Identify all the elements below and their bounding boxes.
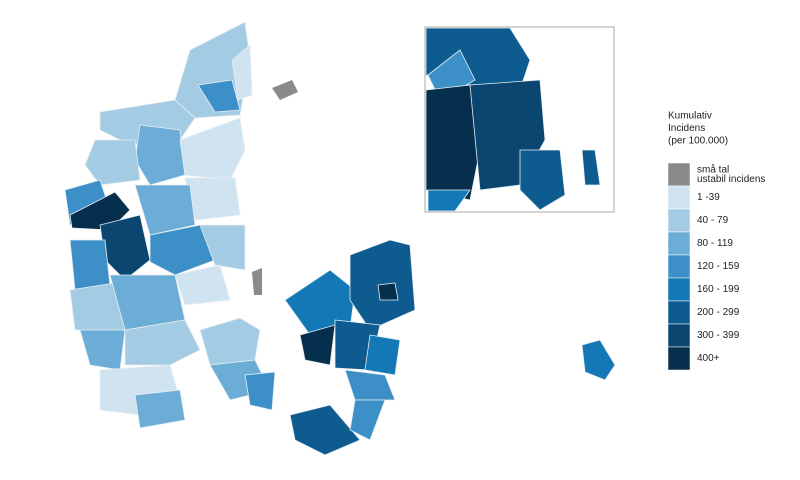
region xyxy=(299,324,336,366)
legend-label: 80 - 119 xyxy=(697,238,733,249)
bornholm xyxy=(581,339,616,381)
region xyxy=(289,404,361,456)
legend-label: 120 - 159 xyxy=(697,261,740,272)
legend-swatch xyxy=(667,254,691,279)
legend-swatch xyxy=(667,208,691,233)
region xyxy=(349,399,386,441)
funen xyxy=(199,317,276,411)
legend-swatch xyxy=(667,231,691,256)
legend-title: Kumulativ xyxy=(668,111,712,122)
region xyxy=(284,269,356,336)
zealand xyxy=(284,239,416,456)
region xyxy=(519,149,566,211)
legend-swatch xyxy=(667,300,691,325)
region-small xyxy=(252,268,262,295)
region xyxy=(581,149,601,186)
legend-label: 160 - 199 xyxy=(697,284,740,295)
legend-swatch xyxy=(667,346,691,371)
legend-swatch xyxy=(667,162,691,187)
region xyxy=(199,317,261,366)
region xyxy=(197,79,241,113)
inset xyxy=(424,26,615,213)
region xyxy=(84,139,141,186)
region xyxy=(377,282,399,301)
region xyxy=(231,44,253,101)
legend-label: 40 - 79 xyxy=(697,215,729,226)
region xyxy=(134,389,186,429)
legend-swatch xyxy=(667,323,691,348)
legend-swatch xyxy=(667,185,691,210)
region xyxy=(134,124,186,186)
legend-label: ustabil incidens xyxy=(697,174,765,185)
region xyxy=(134,184,196,236)
region xyxy=(124,319,201,366)
region xyxy=(149,224,216,276)
region xyxy=(427,189,471,212)
region xyxy=(174,264,231,306)
legend-title: Incidens xyxy=(668,123,705,134)
region xyxy=(79,329,126,371)
region xyxy=(69,239,111,291)
jutland xyxy=(64,21,253,429)
region xyxy=(425,84,481,201)
region xyxy=(344,369,396,401)
region-small xyxy=(272,80,298,100)
region xyxy=(179,117,246,181)
region xyxy=(244,371,276,411)
legend-label: små tal xyxy=(697,163,729,175)
region xyxy=(199,224,246,271)
legend-label: 400+ xyxy=(697,353,720,364)
legend-swatch xyxy=(667,277,691,302)
legend-label: 1 -39 xyxy=(697,192,720,203)
region xyxy=(364,334,401,376)
legend-title: (per 100.000) xyxy=(668,136,728,147)
legend-label: 200 - 299 xyxy=(697,307,740,318)
legend-label: 300 - 399 xyxy=(697,330,740,341)
